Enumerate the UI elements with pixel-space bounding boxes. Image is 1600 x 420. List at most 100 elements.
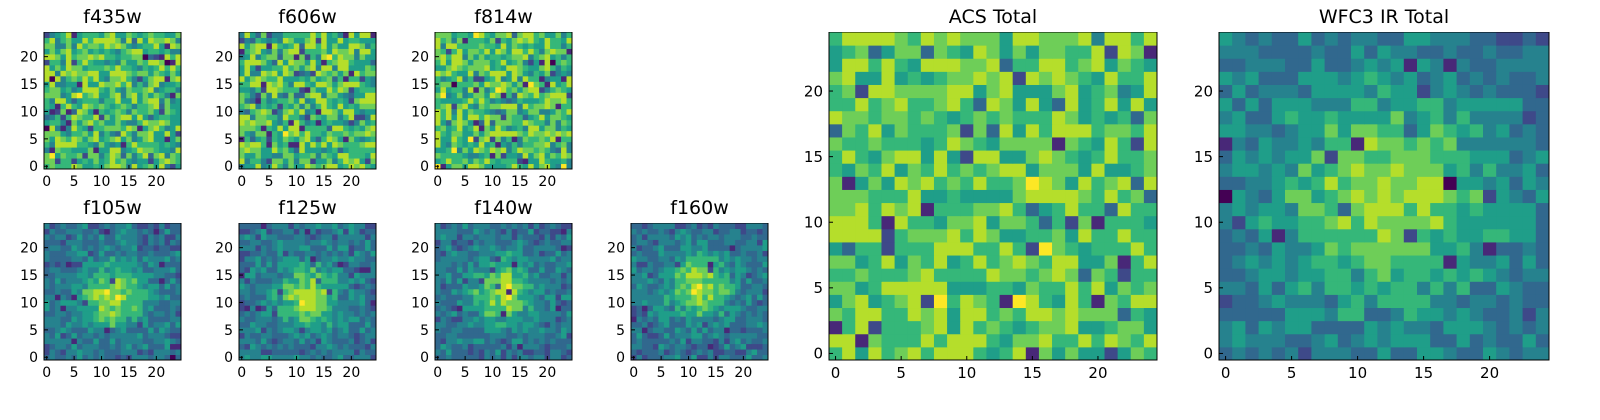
heatmap-cell <box>88 70 94 76</box>
heatmap-cell <box>724 349 730 355</box>
heatmap-cell <box>462 278 468 284</box>
heatmap-cell <box>255 43 261 49</box>
heatmap-cell <box>261 344 267 350</box>
heatmap-cell <box>294 311 300 317</box>
heatmap-cell <box>523 349 529 355</box>
heatmap-cell <box>60 98 66 104</box>
heatmap-cell <box>360 43 366 49</box>
heatmap-cell <box>104 59 110 65</box>
heatmap-cell <box>1078 334 1092 348</box>
heatmap-cell <box>104 147 110 153</box>
heatmap-cell <box>143 125 149 131</box>
heatmap-cell <box>1000 308 1014 322</box>
heatmap-cell <box>523 234 529 240</box>
heatmap-cell <box>506 250 512 256</box>
heatmap-cell <box>545 272 551 278</box>
heatmap-cell <box>473 300 479 306</box>
heatmap-cell <box>239 267 245 273</box>
heatmap-cell <box>316 109 322 115</box>
heatmap-cell <box>321 294 327 300</box>
heatmap-cell <box>719 294 725 300</box>
heatmap-cell <box>440 54 446 60</box>
heatmap-cell <box>457 54 463 60</box>
heatmap-cell <box>451 103 457 109</box>
heatmap-cell <box>1013 294 1027 308</box>
heatmap-cell <box>686 333 692 339</box>
heatmap-cell <box>631 250 637 256</box>
heatmap-cell <box>451 256 457 262</box>
heatmap-cell <box>343 278 349 284</box>
heatmap-cell <box>921 229 935 243</box>
heatmap-cell <box>435 92 441 98</box>
heatmap-cell <box>294 316 300 322</box>
heatmap-cell <box>523 98 529 104</box>
heatmap-cell <box>365 267 371 273</box>
heatmap-cell <box>137 76 143 82</box>
heatmap-cell <box>360 234 366 240</box>
heatmap-cell <box>244 32 250 38</box>
heatmap-cell <box>1013 163 1027 177</box>
heatmap-cell <box>730 267 736 273</box>
heatmap-cell <box>126 327 132 333</box>
heatmap-cell <box>239 278 245 284</box>
heatmap-cell <box>528 267 534 273</box>
heatmap-cell <box>842 189 856 203</box>
heatmap-cell <box>440 109 446 115</box>
heatmap-cell <box>501 322 507 328</box>
heatmap-cell <box>159 333 165 339</box>
heatmap-cell <box>473 54 479 60</box>
heatmap-cell <box>495 125 501 131</box>
heatmap-cell <box>960 163 974 177</box>
heatmap-cell <box>647 344 653 350</box>
heatmap-cell <box>658 239 664 245</box>
heatmap-cell <box>82 125 88 131</box>
heatmap-cell <box>272 114 278 120</box>
x-tick-label: 5 <box>461 365 470 381</box>
heatmap-cell <box>143 87 149 93</box>
heatmap-cell <box>360 338 366 344</box>
heatmap-cell <box>338 327 344 333</box>
heatmap-cell <box>272 333 278 339</box>
heatmap-cell <box>244 103 250 109</box>
heatmap-cell <box>99 344 105 350</box>
heatmap-cell <box>550 349 556 355</box>
heatmap-cell <box>99 32 105 38</box>
heatmap-cell <box>343 316 349 322</box>
heatmap-cell <box>170 289 176 295</box>
heatmap-cell <box>277 278 283 284</box>
heatmap-cell <box>272 142 278 148</box>
heatmap-cell <box>110 114 116 120</box>
heatmap-cell <box>539 120 545 126</box>
heatmap-cell <box>360 65 366 71</box>
heatmap-cell <box>137 250 143 256</box>
heatmap-cell <box>288 234 294 240</box>
heatmap-cell <box>99 98 105 104</box>
heatmap-cell <box>310 103 316 109</box>
heatmap-cell <box>523 316 529 322</box>
heatmap-cell <box>349 311 355 317</box>
heatmap-cell <box>93 70 99 76</box>
heatmap-cell <box>121 92 127 98</box>
heatmap-cell <box>121 65 127 71</box>
heatmap-cell <box>365 250 371 256</box>
heatmap-cell <box>462 349 468 355</box>
heatmap-cell <box>561 234 567 240</box>
heatmap-cell <box>332 59 338 65</box>
heatmap-cell <box>539 344 545 350</box>
heatmap-cell <box>462 92 468 98</box>
heatmap-cell <box>170 43 176 49</box>
heatmap-cell <box>239 153 245 159</box>
heatmap-cell <box>735 294 741 300</box>
heatmap-cell <box>99 245 105 251</box>
heatmap-cell <box>82 114 88 120</box>
heatmap-cell <box>550 114 556 120</box>
heatmap-cell <box>294 147 300 153</box>
heatmap-cell <box>239 294 245 300</box>
heatmap-cell <box>1013 281 1027 295</box>
heatmap-cell <box>266 81 272 87</box>
heatmap-cell <box>277 261 283 267</box>
heatmap-cell <box>713 316 719 322</box>
heatmap-cell <box>170 305 176 311</box>
heatmap-cell <box>501 54 507 60</box>
heatmap-cell <box>658 245 664 251</box>
